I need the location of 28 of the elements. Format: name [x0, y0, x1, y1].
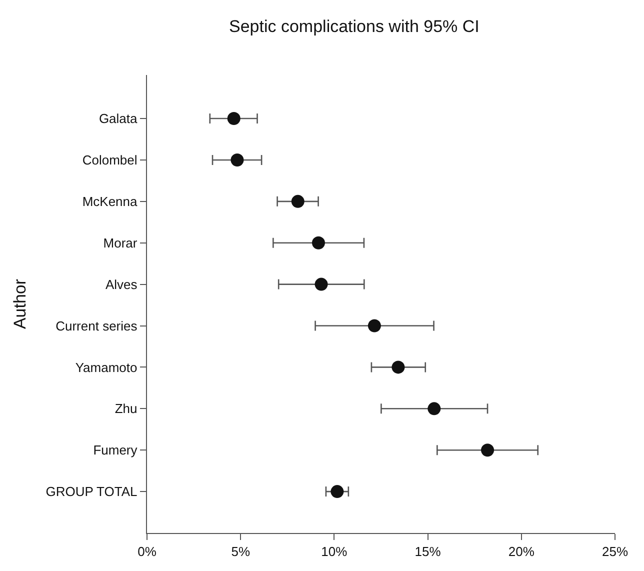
y-tick-label: GROUP TOTAL — [46, 484, 138, 500]
x-tick-label: 5% — [231, 544, 250, 559]
x-tick-label: 10% — [321, 544, 348, 559]
x-tick-label: 0% — [138, 544, 157, 559]
y-tick-label: Current series — [56, 318, 138, 334]
y-tick-label: McKenna — [82, 194, 138, 209]
point — [481, 444, 494, 457]
x-tick-label: 20% — [508, 544, 535, 559]
point — [312, 236, 325, 250]
point — [314, 278, 328, 291]
y-tick-label: Zhu — [114, 401, 138, 416]
point — [330, 485, 344, 498]
chart-title: Septic complications with 95% CI — [229, 16, 480, 36]
y-tick-label: Alves — [105, 276, 138, 292]
point — [392, 360, 405, 374]
y-tick-label: Colombel — [82, 152, 138, 168]
y-tick-label: Fumery — [93, 442, 138, 458]
y-tick-label: Yamamoto — [75, 360, 138, 375]
point — [291, 194, 304, 208]
y-tick-label: Galata — [98, 111, 138, 126]
y-axis-title: Author — [10, 278, 30, 330]
point — [230, 153, 244, 166]
point — [428, 402, 441, 416]
x-tick-label: 25% — [602, 544, 628, 559]
y-tick-label: Morar — [103, 235, 138, 250]
point — [227, 112, 240, 126]
point — [368, 319, 381, 332]
x-tick-label: 15% — [414, 544, 442, 559]
